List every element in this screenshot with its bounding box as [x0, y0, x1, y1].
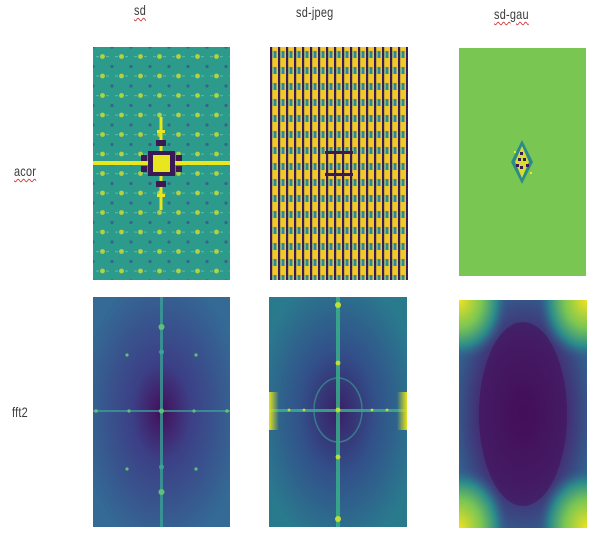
- row-label-text: acor: [14, 163, 37, 179]
- row-label-text: fft2: [12, 404, 28, 420]
- row-label-acor: acor: [14, 163, 36, 179]
- acor-sd-gau-image: [459, 48, 586, 276]
- column-label-text: sd: [134, 2, 147, 18]
- fft2-sd-image: [93, 297, 230, 527]
- column-label-sd-gau: sd-gau: [494, 6, 529, 22]
- column-label-text: sd-jpeg: [296, 4, 334, 20]
- acor-sd-jpeg-image: [270, 47, 408, 280]
- column-label-sd: sd: [134, 2, 146, 18]
- fft2-sd-gau-image: [459, 300, 587, 528]
- acor-sd-image: [93, 47, 230, 280]
- column-label-text: sd-gau: [494, 6, 529, 22]
- row-label-fft2: fft2: [12, 404, 28, 420]
- fft2-sd-jpeg-image: [269, 297, 407, 527]
- column-label-sd-jpeg: sd-jpeg: [296, 4, 333, 20]
